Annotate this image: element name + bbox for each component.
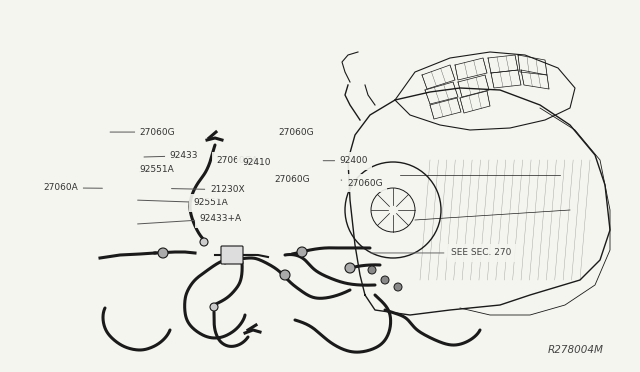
Text: 27060G: 27060G [278,128,314,137]
Text: 27060A: 27060A [44,183,102,192]
Circle shape [200,238,208,246]
Text: 92433+A: 92433+A [138,214,242,224]
Text: 27060G: 27060G [341,179,383,188]
Text: SEE SEC. 270: SEE SEC. 270 [371,248,511,257]
Text: 27060GA: 27060GA [216,156,258,165]
Circle shape [345,263,355,273]
Text: 92410: 92410 [242,158,271,167]
Text: 27060G: 27060G [110,128,175,137]
Circle shape [297,247,307,257]
Circle shape [394,283,402,291]
Text: 92400: 92400 [323,156,368,165]
Text: 27060G: 27060G [274,175,310,184]
Text: 92551A: 92551A [140,165,174,174]
Circle shape [158,248,168,258]
Circle shape [210,303,218,311]
Text: 21230X: 21230X [172,185,244,194]
Circle shape [280,270,290,280]
Text: R278004M: R278004M [548,345,604,355]
Circle shape [381,276,389,284]
FancyBboxPatch shape [221,246,243,264]
Circle shape [368,266,376,274]
Text: 92433: 92433 [144,151,198,160]
Text: 92551A: 92551A [138,198,228,207]
